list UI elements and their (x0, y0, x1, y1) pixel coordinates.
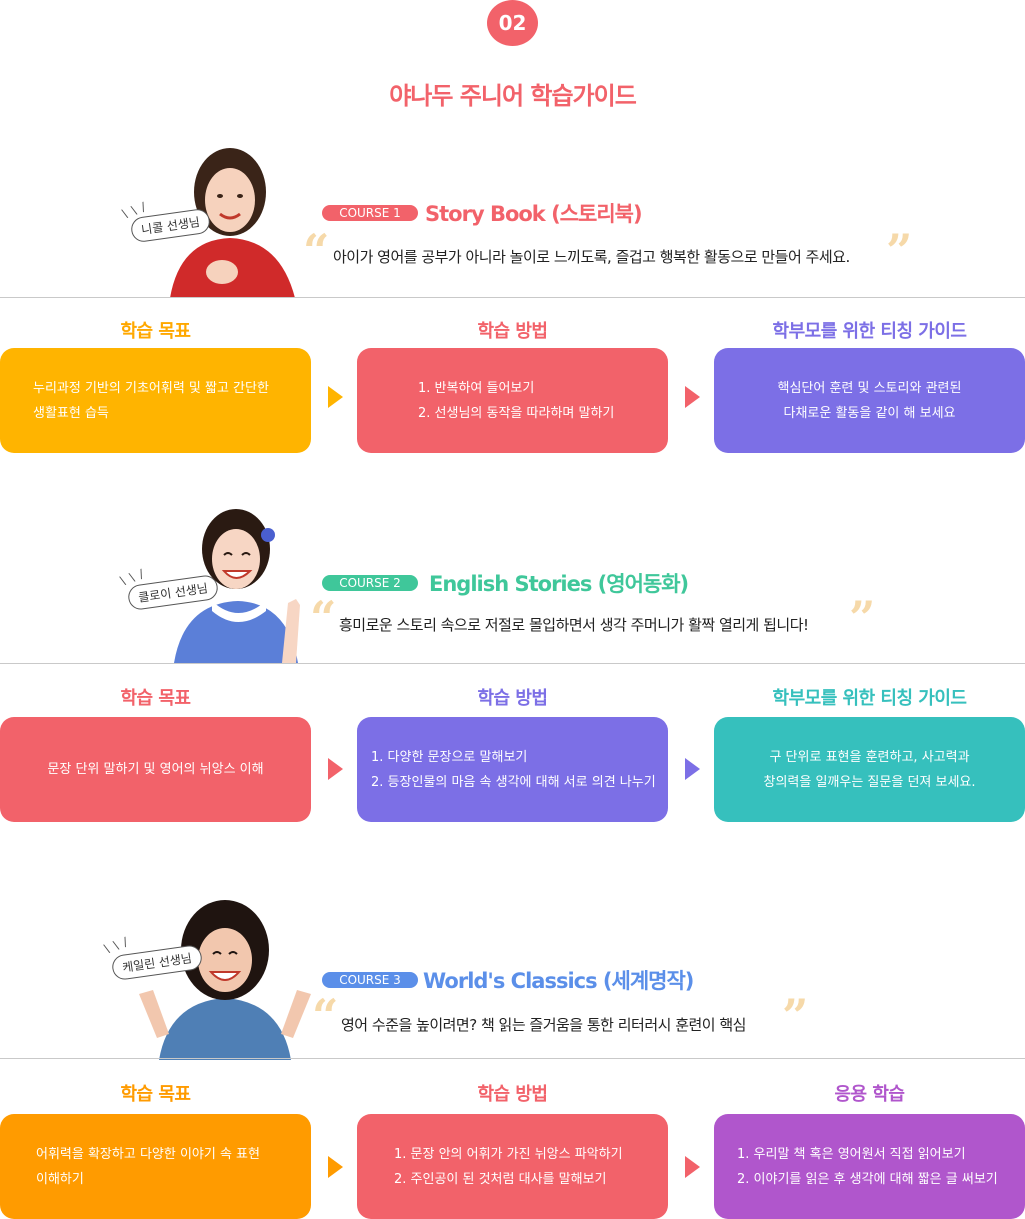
course-title: Story Book (스토리북) (425, 202, 643, 226)
arrow-right-icon (685, 386, 700, 408)
card-line: 1. 다양한 문장으로 말해보기 (371, 749, 528, 765)
course-label: COURSE 2 (322, 575, 418, 591)
card-line: 핵심단어 훈련 및 스토리와 관련된 (777, 380, 962, 396)
card-applied-learning: 1. 우리말 책 혹은 영어원서 직접 읽어보기 2. 이야기를 읽은 후 생각… (714, 1114, 1025, 1219)
step-number-badge: 02 (487, 0, 538, 46)
card-teaching-guide: 핵심단어 훈련 및 스토리와 관련된 다채로운 활동을 같이 해 보세요 (714, 348, 1025, 453)
teacher-photo-chloe (170, 505, 310, 663)
card-line: 구 단위로 표현을 훈련하고, 사고력과 (769, 749, 970, 765)
card-line: 2. 주인공이 된 것처럼 대사를 말해보기 (394, 1171, 607, 1187)
arrow-right-icon (328, 386, 343, 408)
card-line: 2. 등장인물의 마음 속 생각에 대해 서로 의견 나누기 (371, 774, 656, 790)
card-learning-method: 1. 반복하여 들어보기 2. 선생님의 동작을 따라하며 말하기 (357, 348, 668, 453)
arrow-right-icon (328, 758, 343, 780)
section-divider (0, 1058, 1025, 1059)
card-learning-method: 1. 다양한 문장으로 말해보기 2. 등장인물의 마음 속 생각에 대해 서로… (357, 717, 668, 822)
arrow-right-icon (685, 1156, 700, 1178)
course-quote: 영어 수준을 높이려면? 책 읽는 즐거움을 통한 리터러시 훈련이 핵심 (341, 1016, 746, 1034)
column-heading-method: 학습 방법 (477, 321, 548, 342)
course-label: COURSE 1 (322, 205, 418, 221)
column-heading-method: 학습 방법 (477, 1084, 548, 1105)
card-learning-goal: 어휘력을 확장하고 다양한 이야기 속 표현 이해하기 (0, 1114, 311, 1219)
column-heading-applied: 응용 학습 (834, 1084, 905, 1105)
course-quote: 아이가 영어를 공부가 아니라 놀이로 느끼도록, 즐겁고 행복한 활동으로 만… (333, 248, 850, 266)
card-line: 이해하기 (36, 1171, 84, 1187)
card-line: 창의력을 일깨우는 질문을 던져 보세요. (763, 774, 976, 790)
card-line: 2. 선생님의 동작을 따라하며 말하기 (418, 405, 615, 421)
card-line: 어휘력을 확장하고 다양한 이야기 속 표현 (36, 1146, 260, 1162)
card-line: 다채로운 활동을 같이 해 보세요 (783, 405, 956, 421)
column-heading-goal: 학습 목표 (120, 321, 191, 342)
close-quote-icon: ” (782, 989, 809, 1043)
card-teaching-guide: 구 단위로 표현을 훈련하고, 사고력과 창의력을 일깨우는 질문을 던져 보세… (714, 717, 1025, 822)
column-heading-goal: 학습 목표 (120, 688, 191, 709)
open-quote-icon: “ (310, 591, 337, 645)
section-divider (0, 663, 1025, 664)
sparkle-lines: \ \ / (102, 934, 131, 956)
card-learning-goal: 누리과정 기반의 기초어휘력 및 짧고 간단한 생활표현 습득 (0, 348, 311, 453)
course-section-1: \ \ / 니콜 선생님 COURSE 1 Story Book (스토리북) … (0, 0, 1025, 460)
arrow-right-icon (328, 1156, 343, 1178)
card-line: 생활표현 습득 (33, 405, 109, 421)
column-heading-goal: 학습 목표 (120, 1084, 191, 1105)
column-heading-guide: 학부모를 위한 티칭 가이드 (772, 321, 967, 342)
card-line: 1. 반복하여 들어보기 (418, 380, 535, 396)
course-section-2: \ \ / 클로이 선생님 COURSE 2 English Stories (… (0, 505, 1025, 822)
course-title: English Stories (영어동화) (429, 572, 689, 596)
card-line: 누리과정 기반의 기초어휘력 및 짧고 간단한 (33, 380, 269, 396)
teacher-photo-nicole (160, 140, 300, 298)
card-learning-method: 1. 문장 안의 어휘가 가진 뉘앙스 파악하기 2. 주인공이 된 것처럼 대… (357, 1114, 668, 1219)
card-line: 문장 단위 말하기 및 영어의 뉘앙스 이해 (47, 762, 264, 777)
section-divider (0, 297, 1025, 298)
column-heading-guide: 학부모를 위한 티칭 가이드 (772, 688, 967, 709)
card-line: 2. 이야기를 읽은 후 생각에 대해 짧은 글 써보기 (737, 1171, 998, 1187)
card-learning-goal: 문장 단위 말하기 및 영어의 뉘앙스 이해 (0, 717, 311, 822)
close-quote-icon: ” (849, 591, 876, 645)
card-line: 1. 우리말 책 혹은 영어원서 직접 읽어보기 (737, 1146, 966, 1162)
teacher-photo-kaelyn (135, 898, 315, 1060)
course-quote: 흥미로운 스토리 속으로 저절로 몰입하면서 생각 주머니가 활짝 열리게 됩니… (339, 616, 809, 634)
course-title: World's Classics (세계명작) (423, 969, 694, 993)
card-line: 1. 문장 안의 어휘가 가진 뉘앙스 파악하기 (394, 1146, 623, 1162)
course-label: COURSE 3 (322, 972, 418, 988)
open-quote-icon: “ (312, 989, 339, 1043)
arrow-right-icon (685, 758, 700, 780)
column-heading-method: 학습 방법 (477, 688, 548, 709)
page-title: 야나두 주니어 학습가이드 (389, 82, 637, 110)
open-quote-icon: “ (303, 224, 330, 278)
close-quote-icon: ” (886, 224, 913, 278)
